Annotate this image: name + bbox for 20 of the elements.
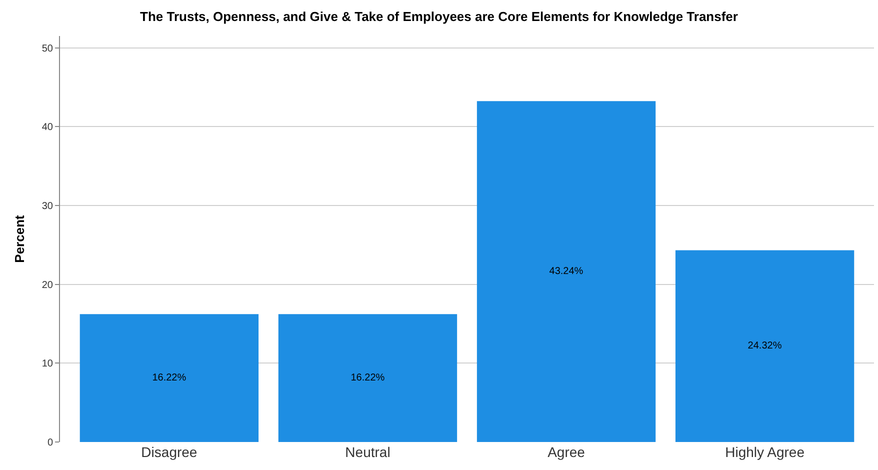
- bar: [675, 250, 854, 442]
- x-tick-label: Highly Agree: [725, 444, 805, 460]
- y-tick-label: 50: [42, 43, 54, 54]
- y-tick-label: 30: [42, 201, 54, 212]
- bar: [278, 314, 458, 442]
- y-tick-label: 20: [42, 280, 54, 291]
- bar: [476, 101, 656, 442]
- x-tick-label: Disagree: [141, 444, 198, 460]
- y-axis-title: Percent: [12, 214, 27, 263]
- y-tick-label: 10: [42, 358, 54, 370]
- data-label: 24.32%: [748, 340, 782, 352]
- y-tick-label: 0: [47, 438, 54, 448]
- y-tick-label: 40: [42, 122, 54, 134]
- data-label: 43.24%: [549, 266, 584, 278]
- bar: [80, 314, 259, 442]
- data-label: 16.22%: [350, 372, 385, 384]
- data-label: 16.22%: [152, 372, 186, 384]
- chart-title: The Trusts, Openness, and Give & Take of Employees are Core Elements for Knowledge Transfer: [140, 8, 738, 24]
- x-tick-label: Neutral: [345, 444, 390, 460]
- x-tick-label: Agree: [548, 444, 586, 460]
